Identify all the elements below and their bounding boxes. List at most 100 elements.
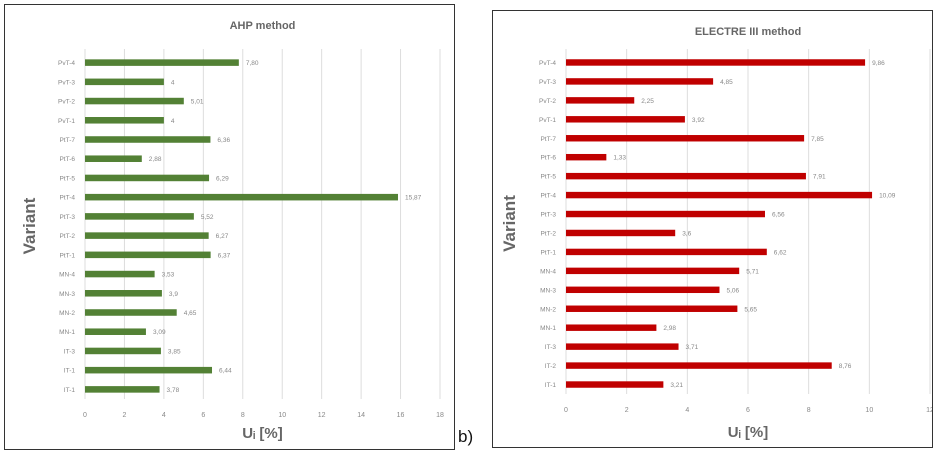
ahp-chart: AHP method 0 2 4 6 8 10 12 14 16 18 PvT-4 7,80 PvT-3 4… (20, 20, 444, 442)
data-label: 2,98 (663, 325, 676, 332)
category-label: PtT-4 (59, 195, 75, 202)
bar (566, 97, 635, 104)
bar (85, 232, 209, 239)
x-tick-label: 14 (357, 412, 365, 419)
category-label: MN-1 (540, 325, 556, 332)
data-label: 6,27 (216, 233, 229, 240)
electre-chart-panel: ELECTRE III method 0 2 4 6 8 10 12 PvT-4 9,86 PvT-… (492, 10, 934, 448)
electre-chart: ELECTRE III method 0 2 4 6 8 10 12 PvT-4 9,86 PvT-… (500, 26, 934, 441)
bar (85, 251, 211, 259)
category-label: PtT-1 (540, 249, 556, 256)
x-tick-label: 10 (865, 407, 873, 414)
data-label: 15,87 (405, 195, 422, 202)
bar (566, 153, 607, 161)
category-label: PvT-3 (539, 79, 556, 86)
category-label: IT-2 (545, 363, 557, 370)
data-label: 7,80 (246, 60, 259, 67)
category-label: PtT-5 (59, 175, 75, 182)
data-label: 3,78 (167, 387, 180, 394)
category-label: MN-4 (540, 268, 556, 275)
bar (85, 366, 213, 374)
x-tick-label: 8 (241, 412, 245, 419)
x-axis-title: Uᵢ [%] (242, 425, 282, 442)
category-label: PvT-2 (539, 98, 556, 105)
bar (85, 193, 398, 201)
bar (85, 290, 162, 297)
category-label: PvT-1 (539, 117, 556, 124)
x-tick-label: 6 (201, 412, 205, 419)
category-label: PtT-5 (540, 174, 556, 181)
x-tick-label: 10 (278, 412, 286, 419)
category-label: PtT-2 (540, 230, 556, 237)
category-label: PtT-6 (540, 155, 556, 162)
bar (566, 172, 806, 180)
category-label: MN-1 (59, 329, 75, 336)
bar (85, 328, 146, 335)
y-axis-title: Variant (500, 195, 519, 252)
bar (85, 97, 184, 105)
bar (566, 286, 720, 294)
data-label: 3,53 (162, 272, 175, 279)
chart-title: ELECTRE III method (695, 26, 801, 38)
data-label: 8,76 (839, 363, 852, 370)
x-tick-label: 4 (162, 412, 166, 419)
data-label: 10,09 (879, 193, 896, 200)
bar (566, 116, 685, 123)
category-label: PtT-1 (59, 252, 75, 259)
data-label: 5,65 (744, 306, 757, 313)
category-label: IT-3 (64, 348, 76, 355)
x-tick-label: 12 (926, 407, 932, 414)
x-tick-label: 18 (436, 412, 444, 419)
data-label: 6,62 (774, 249, 787, 256)
data-label: 2,25 (641, 98, 654, 105)
x-axis-title: Uᵢ [%] (728, 424, 768, 441)
bar (566, 381, 664, 388)
data-label: 3,9 (169, 291, 178, 298)
y-axis-title: Variant (20, 197, 39, 254)
bar (566, 267, 740, 275)
bar (85, 136, 211, 143)
category-label: PtT-4 (540, 193, 556, 200)
category-label: IT-3 (545, 344, 557, 351)
category-label: IT-1 (545, 382, 557, 389)
data-label: 7,91 (813, 174, 826, 181)
x-tick-label: 0 (564, 407, 568, 414)
data-label: 6,56 (772, 212, 785, 219)
x-tick-label: 6 (746, 407, 750, 414)
data-label: 5,01 (191, 99, 204, 106)
bar (566, 248, 767, 256)
category-label: MN-3 (540, 287, 556, 294)
category-label: PtT-6 (59, 156, 75, 163)
data-label: 6,37 (218, 252, 231, 259)
x-tick-label: 0 (83, 412, 87, 419)
data-label: 1,33 (613, 155, 626, 162)
data-label: 3,09 (153, 329, 166, 336)
x-tick-label: 16 (397, 412, 405, 419)
bar (566, 362, 832, 369)
bar (85, 117, 164, 124)
bar (85, 270, 155, 278)
data-label: 3,85 (168, 348, 181, 355)
data-label: 3,21 (670, 382, 683, 389)
data-label: 6,44 (219, 368, 232, 375)
data-label: 3,92 (692, 117, 705, 124)
bar (85, 347, 161, 355)
category-label: PtT-3 (540, 212, 556, 219)
bar (566, 191, 873, 199)
bar (85, 309, 177, 316)
data-label: 5,06 (726, 287, 739, 294)
x-tick-label: 8 (807, 407, 811, 414)
data-label: 3,71 (686, 344, 699, 351)
data-label: 4,65 (184, 310, 197, 317)
x-tick-label: 2 (625, 407, 629, 414)
category-label: MN-2 (540, 306, 556, 313)
category-label: PtT-7 (59, 137, 75, 144)
category-label: IT-1 (64, 387, 76, 394)
data-label: 2,88 (149, 156, 162, 163)
category-label: MN-4 (59, 272, 75, 279)
category-label: PtT-7 (540, 136, 556, 143)
category-label: IT-1 (64, 368, 76, 375)
bar (85, 386, 160, 393)
bar (85, 59, 239, 66)
data-label: 6,36 (217, 137, 230, 144)
